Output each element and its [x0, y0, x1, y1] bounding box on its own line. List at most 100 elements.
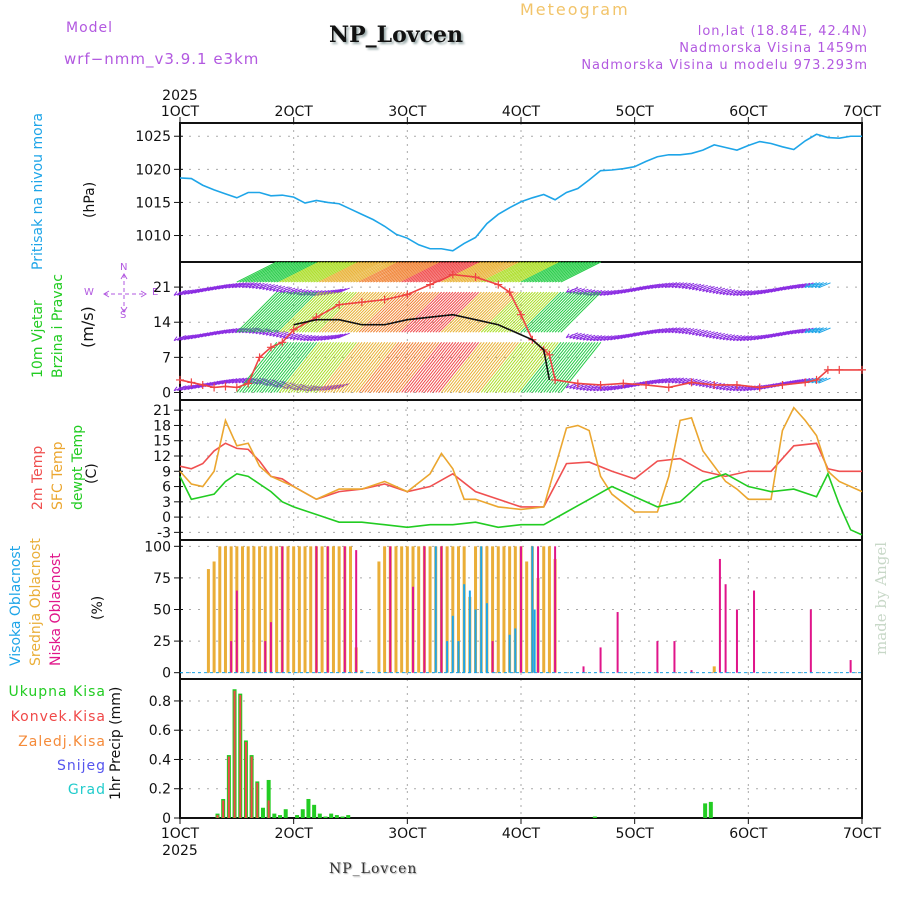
cloud-high-bar — [474, 609, 477, 673]
wind-arrow-strong — [384, 291, 425, 333]
cloud-low-bar — [537, 546, 540, 673]
station-title: NP_Lovcen — [329, 22, 463, 48]
wind-arrow — [773, 286, 787, 293]
wind-arrow-strong — [381, 341, 423, 393]
wind-arrow — [770, 286, 783, 293]
wind-arrow — [620, 288, 633, 294]
cloud-mid-bar — [428, 546, 432, 673]
cloud-high-bar — [508, 634, 511, 673]
cloud-low-bar — [230, 641, 233, 673]
wind-arrow-strong — [506, 291, 548, 333]
wind-arrow — [644, 283, 657, 290]
wind-arrow-strong — [560, 341, 602, 393]
cloud-high-bar — [480, 546, 483, 673]
cloud-low-bar — [423, 546, 426, 673]
wind-arrow-strong — [287, 291, 329, 333]
wind-gust-line-marker — [710, 380, 719, 389]
wind-arrow-strong — [469, 291, 511, 333]
wind-arrow-strong — [421, 261, 462, 283]
wind-arrow-strong — [333, 291, 374, 333]
wind-arrow — [616, 288, 630, 295]
wind-arrow-strong — [486, 291, 528, 333]
y-tick-label: 0 — [162, 811, 171, 827]
wind-arrow-strong — [290, 341, 332, 393]
wind-arrow-strong — [557, 291, 599, 333]
wind-arrow-strong — [284, 341, 326, 393]
wind-arrow — [811, 327, 824, 334]
wind-arrow-strong — [551, 341, 593, 393]
wind-arrow — [630, 331, 644, 338]
wind-arrow-strong — [509, 261, 550, 283]
precip-total-bar — [323, 816, 328, 818]
wind-arrow-strong — [281, 341, 323, 393]
wind-arrow-strong — [486, 261, 528, 283]
wind-arrow-strong — [364, 291, 406, 333]
wind-arrow-strong — [401, 291, 443, 333]
cloud-low-bar — [389, 546, 392, 673]
wind-arrow — [238, 282, 251, 289]
wind-gust-line-marker — [551, 375, 560, 384]
wind-arrow-strong — [296, 261, 337, 283]
cloud-low-bar — [724, 584, 727, 673]
precip-total-bar — [295, 815, 300, 818]
wind-arrow-strong — [338, 291, 380, 333]
cloud-low-bar — [735, 609, 738, 673]
x-tick-label-bottom: 2OCT — [275, 826, 314, 842]
wind-arrow-strong — [361, 261, 403, 283]
wind-arrow-strong — [279, 291, 320, 333]
y-tick-label: 75 — [153, 571, 171, 587]
wind-arrow-strong — [341, 291, 383, 333]
precip-conv-bar — [227, 756, 230, 818]
precip-total-bar — [300, 809, 305, 818]
wind-arrow-strong — [509, 341, 551, 393]
y-tick-label: 0.6 — [149, 723, 171, 739]
wind-arrow-strong — [398, 291, 440, 333]
wind-arrow-strong — [364, 261, 405, 283]
wind-arrow-strong — [333, 341, 374, 393]
wind-arrow — [811, 282, 824, 289]
cloud-low-bar — [554, 546, 557, 673]
cloud-mid-bar — [547, 546, 551, 673]
wind-arrow-strong — [313, 261, 354, 283]
cloud-low-bar — [582, 666, 585, 673]
wind-gust-line-marker — [357, 298, 366, 307]
wind-arrow — [732, 335, 746, 342]
wind-arrow — [217, 283, 231, 290]
wind-arrow — [783, 284, 797, 291]
wind-arrow — [637, 330, 650, 337]
wind-arrow — [187, 288, 200, 295]
wind-arrow — [613, 334, 627, 341]
y-tick-label: 21 — [153, 403, 171, 419]
precip-total-bar — [703, 803, 708, 818]
wind-arrow-strong — [500, 261, 542, 283]
cloud-mid-bar — [297, 546, 301, 673]
wind-arrow-strong — [367, 341, 408, 393]
x-tick-label-top: 6OCT — [729, 104, 768, 120]
cloud-low-bar — [440, 546, 443, 673]
precip-total-bar — [592, 816, 597, 818]
wind-arrow-strong — [503, 341, 545, 393]
wind-arrow — [780, 285, 794, 291]
wind-gust-line-marker — [289, 325, 298, 334]
wind-arrow-strong — [409, 261, 451, 283]
wind-arrow-strong — [540, 261, 582, 283]
wind-gust-line-marker — [801, 378, 810, 387]
wind-arrow — [616, 333, 630, 340]
wind-arrow — [780, 330, 794, 337]
wind-arrow — [589, 335, 603, 342]
wind-arrow-strong — [432, 291, 474, 333]
wind-arrow-strong — [398, 341, 440, 393]
wind-arrow-strong — [284, 291, 326, 333]
wind-arrow-strong — [435, 291, 477, 333]
wind-arrow-strong — [316, 291, 357, 333]
wind-arrow-strong — [361, 341, 403, 393]
y-tick-label: 50 — [153, 603, 171, 619]
wind-arrow-strong — [418, 291, 460, 333]
wind-arrow-strong — [259, 291, 300, 333]
wind-arrow-strong — [253, 291, 295, 333]
wind-arrow-strong — [313, 341, 354, 393]
wind-arrow-strong — [455, 341, 497, 393]
cloud-mid-bar — [349, 546, 352, 673]
cloud-high-bar — [531, 546, 534, 673]
wind-arrow — [807, 282, 821, 289]
